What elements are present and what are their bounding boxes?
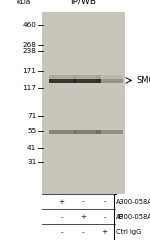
Text: A300-058A-2: A300-058A-2 bbox=[116, 199, 150, 205]
Text: Ctrl IgG: Ctrl IgG bbox=[116, 229, 141, 235]
Text: 55: 55 bbox=[27, 128, 36, 134]
Text: 71: 71 bbox=[27, 113, 36, 119]
Text: kDa: kDa bbox=[17, 0, 31, 5]
Text: 117: 117 bbox=[22, 85, 36, 91]
Text: +: + bbox=[59, 199, 65, 205]
Text: 268: 268 bbox=[22, 42, 36, 48]
Bar bbox=[50, 130, 76, 134]
Bar bbox=[74, 75, 101, 79]
Text: 31: 31 bbox=[27, 159, 36, 165]
Text: 41: 41 bbox=[27, 144, 36, 151]
Text: -: - bbox=[82, 229, 85, 235]
Bar bbox=[50, 79, 76, 82]
Text: -: - bbox=[60, 214, 63, 220]
Text: +: + bbox=[102, 229, 108, 235]
Bar bbox=[96, 75, 123, 79]
Text: -: - bbox=[103, 199, 106, 205]
Text: -: - bbox=[103, 214, 106, 220]
Text: 238: 238 bbox=[22, 48, 36, 54]
Text: 171: 171 bbox=[22, 68, 36, 74]
Text: 460: 460 bbox=[22, 22, 36, 28]
Bar bbox=[96, 79, 123, 82]
Text: -: - bbox=[60, 229, 63, 235]
Bar bbox=[74, 130, 101, 134]
Text: SMC2: SMC2 bbox=[137, 76, 150, 85]
Text: +: + bbox=[80, 214, 86, 220]
Text: IP: IP bbox=[117, 214, 123, 220]
Bar bbox=[96, 130, 123, 134]
Text: IP/WB: IP/WB bbox=[70, 0, 96, 5]
Text: A300-058A-3: A300-058A-3 bbox=[116, 214, 150, 220]
Text: -: - bbox=[82, 199, 85, 205]
Bar bbox=[74, 79, 101, 82]
Bar bbox=[50, 75, 76, 79]
